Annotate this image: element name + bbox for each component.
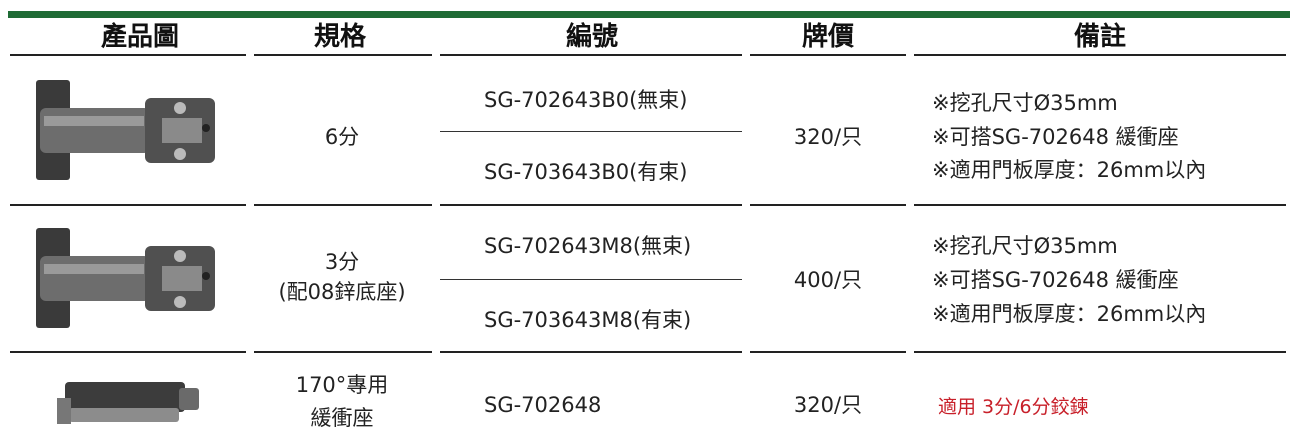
code: SG-702643M8(無束): [484, 234, 692, 258]
spec: 3分: [324, 250, 360, 274]
code: SG-702648: [484, 393, 602, 417]
note: ※可搭SG-702648 緩衝座: [932, 125, 1179, 149]
code: SG-703643B0(有束): [484, 160, 688, 184]
spec: 170°專用: [295, 373, 389, 397]
hinge-image: [36, 80, 215, 180]
price: 320/只: [793, 393, 863, 417]
hinge-image: [36, 228, 215, 328]
note: ※適用門板厚度：26mm以內: [932, 302, 1207, 326]
note: ※挖孔尺寸Ø35mm: [932, 234, 1118, 258]
note: ※挖孔尺寸Ø35mm: [932, 91, 1118, 115]
code: SG-703643M8(有束): [484, 308, 692, 332]
header: 編號: [565, 22, 619, 52]
header: 產品圖: [100, 22, 180, 52]
header: 牌價: [801, 22, 855, 52]
price: 320/只: [793, 125, 863, 149]
spec: (配08鋅底座): [278, 280, 406, 304]
note: ※適用門板厚度：26mm以內: [932, 158, 1207, 182]
green-bar: [8, 11, 1290, 18]
header: 備註: [1073, 22, 1127, 52]
header: 規格: [313, 22, 367, 52]
price: 400/只: [793, 268, 863, 292]
note: 適用 3分/6分鉸鍊: [938, 396, 1089, 418]
spec: 6分: [324, 125, 360, 149]
damper-image: [57, 382, 199, 424]
code: SG-702643B0(無束): [484, 88, 688, 112]
note: ※可搭SG-702648 緩衝座: [932, 268, 1179, 292]
spec: 緩衝座: [310, 406, 374, 430]
